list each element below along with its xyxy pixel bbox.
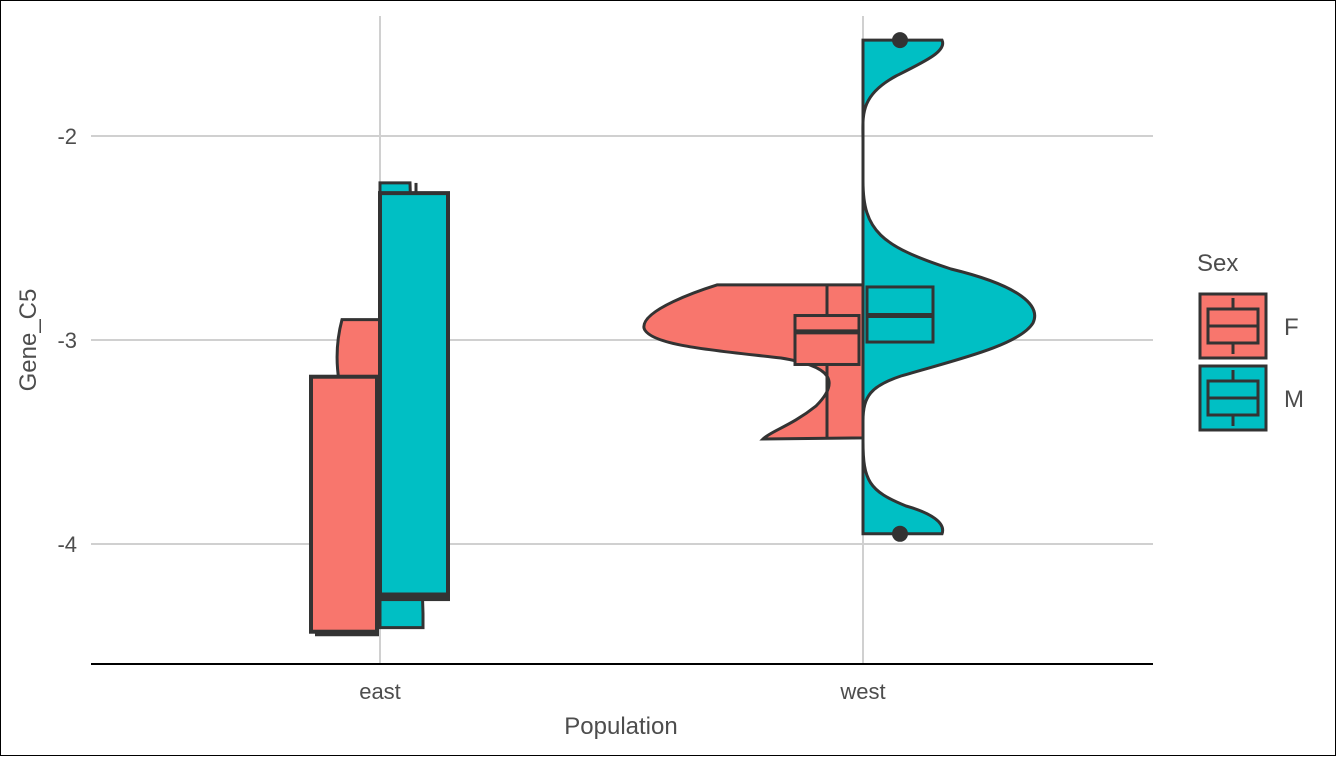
axes: -2 -3 -4 east west — [57, 124, 1153, 704]
plot-marks — [309, 32, 1036, 637]
legend-title: Sex — [1197, 250, 1238, 277]
violin-west-M — [861, 38, 1036, 536]
box-east-F — [309, 374, 379, 634]
box-west-F — [793, 314, 861, 366]
west-group — [642, 32, 1036, 542]
y-axis-title: Gene_C5 — [15, 289, 42, 392]
y-tick-label: -3 — [57, 328, 77, 353]
x-tick-label: east — [359, 679, 401, 704]
legend-key-M: M — [1198, 364, 1304, 432]
y-tick-label: -4 — [57, 532, 77, 557]
x-axis-title: Population — [564, 713, 677, 740]
east-group — [309, 181, 450, 637]
legend-key-F: F — [1198, 292, 1299, 360]
legend: Sex F M — [1197, 250, 1304, 432]
y-tick-label: -2 — [57, 124, 77, 149]
box-east-M — [378, 191, 450, 602]
outlier-point — [892, 525, 908, 542]
legend-label: M — [1284, 386, 1304, 413]
x-tick-label: west — [839, 679, 885, 704]
legend-label: F — [1284, 314, 1299, 341]
violin-east-F — [335, 318, 382, 383]
outlier-point — [892, 32, 908, 49]
